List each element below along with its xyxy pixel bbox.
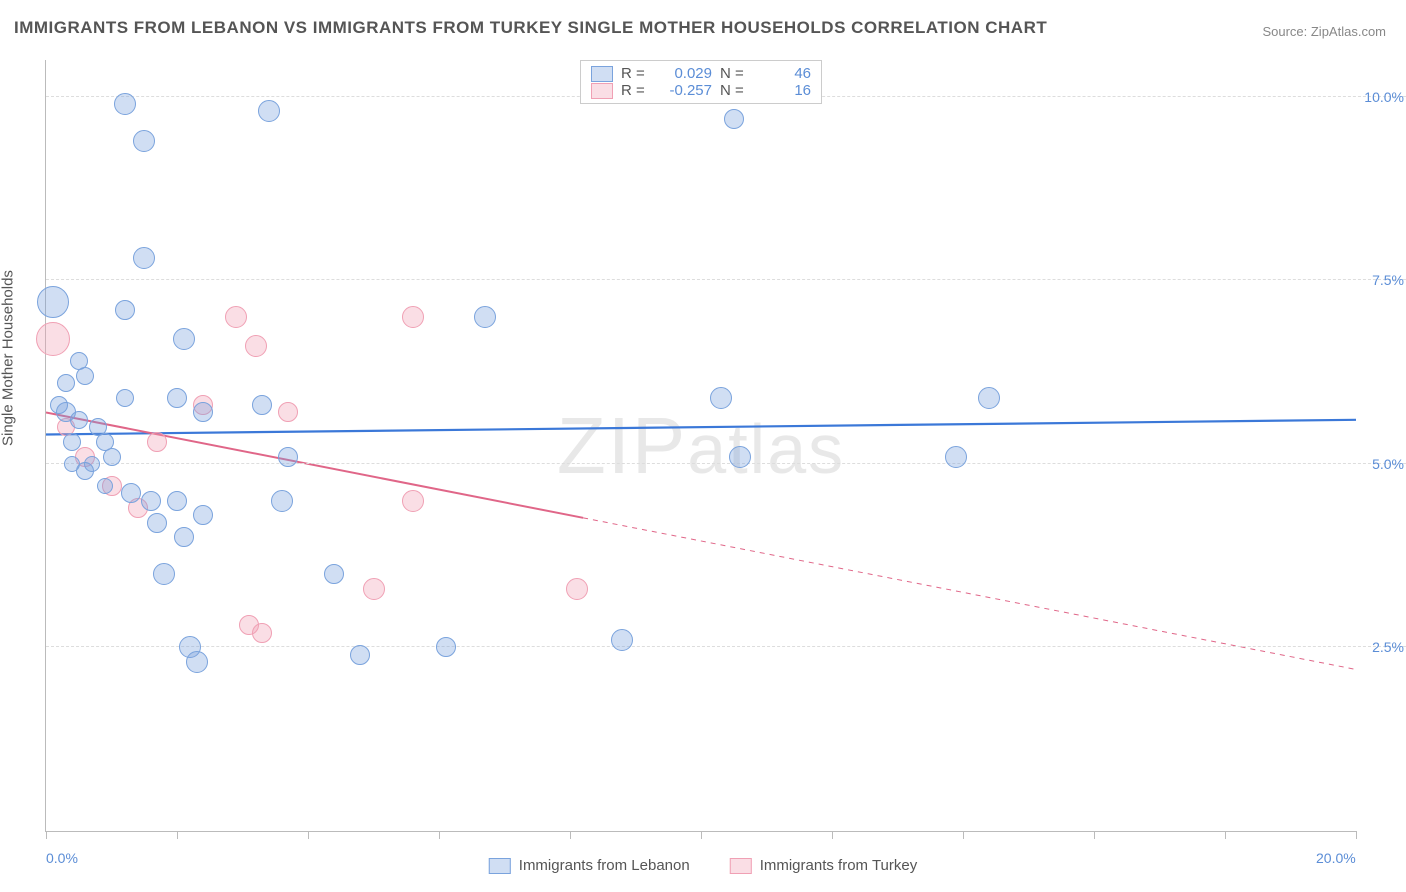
data-point-lebanon xyxy=(84,456,100,472)
y-axis-label: Single Mother Households xyxy=(0,270,17,446)
data-point-lebanon xyxy=(324,564,344,584)
data-point-lebanon xyxy=(729,446,751,468)
data-point-lebanon xyxy=(271,490,293,512)
data-point-lebanon xyxy=(258,100,280,122)
data-point-lebanon xyxy=(167,388,187,408)
data-point-turkey xyxy=(363,578,385,600)
data-point-lebanon xyxy=(147,513,167,533)
data-point-lebanon xyxy=(64,456,80,472)
trend-lines xyxy=(46,60,1356,831)
data-point-lebanon xyxy=(978,387,1000,409)
data-point-lebanon xyxy=(193,505,213,525)
data-point-lebanon xyxy=(167,491,187,511)
plot-area: ZIPatlas R = 0.029 N = 46 R = -0.257 N =… xyxy=(45,60,1356,832)
data-point-lebanon xyxy=(611,629,633,651)
data-point-lebanon xyxy=(121,483,141,503)
source-label: Source: ZipAtlas.com xyxy=(1262,24,1386,39)
data-point-lebanon xyxy=(186,651,208,673)
data-point-lebanon xyxy=(174,527,194,547)
data-point-lebanon xyxy=(474,306,496,328)
legend-stats: R = 0.029 N = 46 R = -0.257 N = 16 xyxy=(580,60,822,104)
data-point-lebanon xyxy=(70,411,88,429)
y-tick-label: 5.0% xyxy=(1372,456,1404,472)
data-point-turkey xyxy=(252,623,272,643)
swatch-lebanon-icon xyxy=(591,66,613,82)
x-tick-label: 0.0% xyxy=(46,850,78,866)
data-point-lebanon xyxy=(173,328,195,350)
n-label: N = xyxy=(720,65,748,82)
x-tick xyxy=(1225,831,1226,839)
data-point-lebanon xyxy=(57,374,75,392)
data-point-turkey xyxy=(147,432,167,452)
swatch-lebanon-icon xyxy=(489,858,511,874)
data-point-lebanon xyxy=(133,247,155,269)
data-point-lebanon xyxy=(710,387,732,409)
x-tick xyxy=(177,831,178,839)
data-point-lebanon xyxy=(153,563,175,585)
data-point-lebanon xyxy=(141,491,161,511)
data-point-lebanon xyxy=(350,645,370,665)
grid-line-h xyxy=(46,463,1406,464)
x-tick xyxy=(701,831,702,839)
x-tick xyxy=(1356,831,1357,839)
r-label: R = xyxy=(621,65,649,82)
x-tick xyxy=(46,831,47,839)
data-point-lebanon xyxy=(114,93,136,115)
data-point-lebanon xyxy=(63,433,81,451)
x-tick xyxy=(308,831,309,839)
r-label: R = xyxy=(621,82,649,99)
data-point-lebanon xyxy=(252,395,272,415)
x-tick xyxy=(570,831,571,839)
data-point-turkey xyxy=(36,322,70,356)
data-point-turkey xyxy=(402,490,424,512)
data-point-turkey xyxy=(402,306,424,328)
data-point-lebanon xyxy=(133,130,155,152)
n-value-lebanon: 46 xyxy=(756,65,811,82)
data-point-lebanon xyxy=(724,109,744,129)
chart-title: IMMIGRANTS FROM LEBANON VS IMMIGRANTS FR… xyxy=(14,18,1047,38)
r-value-lebanon: 0.029 xyxy=(657,65,712,82)
x-tick-label: 20.0% xyxy=(1316,850,1356,866)
swatch-turkey-icon xyxy=(591,83,613,99)
data-point-lebanon xyxy=(278,447,298,467)
data-point-lebanon xyxy=(116,389,134,407)
watermark: ZIPatlas xyxy=(557,400,845,492)
x-tick xyxy=(1094,831,1095,839)
data-point-lebanon xyxy=(945,446,967,468)
data-point-lebanon xyxy=(37,286,69,318)
x-tick xyxy=(439,831,440,839)
data-point-turkey xyxy=(245,335,267,357)
data-point-lebanon xyxy=(193,402,213,422)
data-point-turkey xyxy=(278,402,298,422)
r-value-turkey: -0.257 xyxy=(657,82,712,99)
x-tick xyxy=(832,831,833,839)
n-value-turkey: 16 xyxy=(756,82,811,99)
x-tick xyxy=(963,831,964,839)
swatch-turkey-icon xyxy=(730,858,752,874)
y-tick-label: 10.0% xyxy=(1364,89,1404,105)
data-point-turkey xyxy=(566,578,588,600)
n-label: N = xyxy=(720,82,748,99)
data-point-lebanon xyxy=(115,300,135,320)
grid-line-h xyxy=(46,279,1406,280)
legend-series: Immigrants from Lebanon Immigrants from … xyxy=(489,857,917,874)
grid-line-h xyxy=(46,646,1406,647)
data-point-turkey xyxy=(225,306,247,328)
series-label-turkey: Immigrants from Turkey xyxy=(760,857,918,874)
data-point-lebanon xyxy=(97,478,113,494)
series-label-lebanon: Immigrants from Lebanon xyxy=(519,857,690,874)
data-point-lebanon xyxy=(76,367,94,385)
data-point-lebanon xyxy=(436,637,456,657)
data-point-lebanon xyxy=(103,448,121,466)
y-tick-label: 2.5% xyxy=(1372,639,1404,655)
y-tick-label: 7.5% xyxy=(1372,272,1404,288)
